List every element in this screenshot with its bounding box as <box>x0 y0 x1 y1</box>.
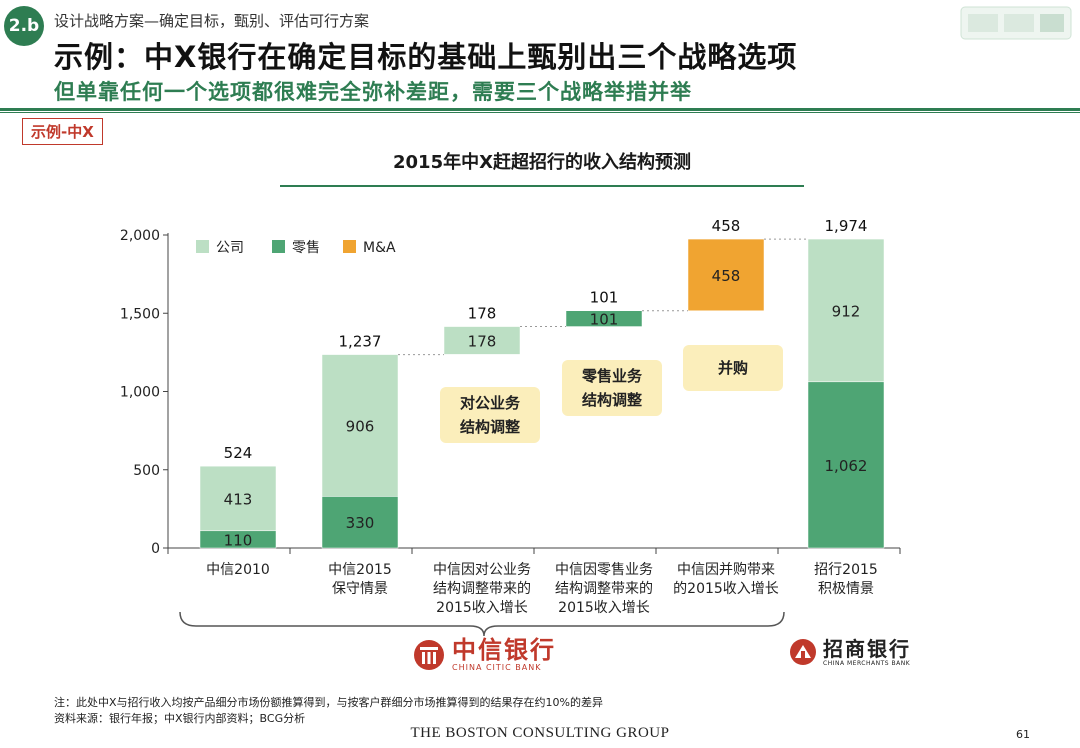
bar-segment <box>807 381 885 549</box>
bar-segment <box>321 354 399 497</box>
bar-total-label: 101 <box>590 289 619 307</box>
y-tick-label: 1,000 <box>120 385 160 401</box>
x-category-label: 结构调整带来的 <box>555 581 653 597</box>
citic-sub: CHINA CITIC BANK <box>452 663 542 672</box>
bar-value-label: 1,062 <box>825 457 868 475</box>
x-category-label: 中信2010 <box>206 562 270 578</box>
cmb-logo: 招商银行 CHINA MERCHANTS BANK <box>788 637 911 667</box>
citic-logo: 中信银行 CHINA CITIC BANK <box>412 637 556 672</box>
x-category-label: 中信因对公业务 <box>433 562 531 578</box>
x-category-label: 2015收入增长 <box>436 600 528 616</box>
y-tick-label: 500 <box>133 463 160 479</box>
legend-label: 零售 <box>292 240 320 256</box>
bar-total-label: 1,974 <box>825 217 868 235</box>
callout-line: 零售业务 <box>581 367 642 385</box>
footnote: 注：此处中X与招行收入均按产品细分市场份额推算得到，与按客户群细分市场推算得到的… <box>54 696 603 709</box>
legend-swatch <box>272 240 285 253</box>
callout-corporate: 对公业务 结构调整 <box>440 387 540 443</box>
page-subtitle: 但单靠任何一个选项都很难完全弥补差距，需要三个战略举措并举 <box>54 80 692 104</box>
bar-total-label: 178 <box>468 305 497 323</box>
grouping-brace <box>179 611 785 637</box>
breadcrumb: 设计战略方案—确定目标，甄别、评估可行方案 <box>54 12 370 30</box>
bar-value-label: 413 <box>224 490 253 508</box>
bar-segment <box>687 238 765 311</box>
section-badge: 2.b <box>4 6 44 46</box>
bar-total-label: 458 <box>712 217 741 235</box>
bar-value-label: 458 <box>712 267 741 285</box>
bar-segment <box>443 326 521 355</box>
legend-swatch <box>343 240 356 253</box>
bar-total-label: 524 <box>224 444 253 462</box>
cmb-emblem-icon <box>790 639 816 665</box>
bar-segment <box>807 238 885 383</box>
bar-total-label: 1,237 <box>339 333 382 351</box>
chart-title-rule <box>280 185 804 187</box>
callout-line: 对公业务 <box>459 394 520 412</box>
x-category-label: 保守情景 <box>332 581 388 597</box>
citic-name: 中信银行 <box>452 636 556 664</box>
x-category-label: 中信因并购带来 <box>677 562 775 578</box>
callout-line: 结构调整 <box>581 391 642 409</box>
bar-value-label: 110 <box>224 531 253 549</box>
bar-value-label: 330 <box>346 514 375 532</box>
x-category-label: 的2015收入增长 <box>673 581 779 597</box>
source-note: 资料来源：银行年报；中X银行内部资料；BCG分析 <box>54 712 306 725</box>
header-rule-thin <box>0 112 1080 113</box>
legend-swatch <box>196 240 209 253</box>
x-category-label: 结构调整带来的 <box>433 581 531 597</box>
callout-line: 并购 <box>717 359 748 377</box>
bar-segment <box>321 496 399 549</box>
x-category-label: 中信因零售业务 <box>555 562 653 578</box>
legend-label: 公司 <box>216 240 244 256</box>
example-tag: 示例-中X <box>22 118 103 145</box>
cmb-name: 招商银行 <box>823 636 911 661</box>
legend-label: M&A <box>363 240 396 256</box>
header-rule <box>0 108 1080 111</box>
page-title: 示例：中X银行在确定目标的基础上甄别出三个战略选项 <box>54 40 798 74</box>
x-category-label: 中信2015 <box>328 562 392 578</box>
y-tick-label: 2,000 <box>120 228 160 244</box>
citic-emblem-icon <box>414 639 444 670</box>
x-category-label: 2015收入增长 <box>558 600 650 616</box>
x-category-label: 积极情景 <box>818 581 874 597</box>
callout-retail: 零售业务 结构调整 <box>562 360 662 416</box>
chart-title: 2015年中X赶超招行的收入结构预测 <box>393 152 691 173</box>
cmb-sub: CHINA MERCHANTS BANK <box>823 659 911 667</box>
callout-ma: 并购 <box>683 345 783 391</box>
bar-value-label: 906 <box>346 417 375 435</box>
bar-segment <box>565 310 643 327</box>
y-tick-label: 0 <box>151 541 160 557</box>
y-tick-label: 1,500 <box>120 306 160 322</box>
bar-value-label: 178 <box>468 332 497 350</box>
bar-value-label: 101 <box>590 311 619 329</box>
decorative-graphic-icon <box>960 6 1072 40</box>
bar-segment <box>199 465 277 532</box>
page-number: 61 <box>1016 728 1030 741</box>
bar-value-label: 912 <box>832 302 861 320</box>
x-category-label: 招行2015 <box>814 562 878 578</box>
company-footer: THE BOSTON CONSULTING GROUP <box>410 725 670 741</box>
callout-line: 结构调整 <box>459 418 520 436</box>
